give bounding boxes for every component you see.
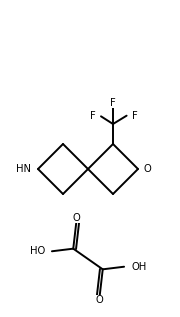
Text: F: F	[90, 111, 96, 121]
Text: F: F	[132, 111, 137, 121]
Text: F: F	[110, 98, 116, 108]
Text: O: O	[96, 295, 104, 305]
Text: O: O	[72, 213, 80, 223]
Text: HO: HO	[30, 246, 45, 256]
Text: O: O	[144, 164, 152, 174]
Text: HN: HN	[16, 164, 31, 174]
Text: OH: OH	[131, 262, 146, 272]
